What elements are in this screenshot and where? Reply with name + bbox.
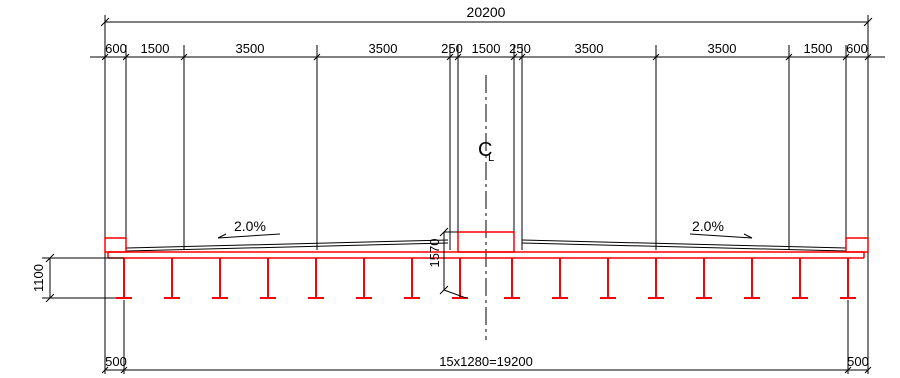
segment-label: 3500 [708, 41, 737, 56]
girder [116, 258, 132, 299]
girder [404, 258, 420, 299]
girder-height-label: 1100 [31, 264, 46, 292]
slope-right-label: 2.0% [692, 218, 724, 234]
girder [308, 258, 324, 299]
segment-label: 1500 [804, 41, 833, 56]
girders [116, 258, 856, 299]
girder [840, 258, 856, 299]
girder-height-dimension: 1100 [31, 253, 124, 303]
slope-right: 2.0% [689, 218, 753, 239]
segment-label: 250 [441, 41, 463, 56]
girder-spacing-dimension: 500 15x1280=19200 500 [101, 300, 872, 374]
deck-slab [107, 251, 865, 259]
centerline-subscript: L [488, 152, 494, 164]
segment-label: 1500 [141, 41, 170, 56]
segment-label: 250 [509, 41, 531, 56]
segment-label: 1500 [472, 41, 501, 56]
segment-label: 600 [105, 41, 127, 56]
deck-surface [125, 239, 847, 252]
girder [356, 258, 372, 299]
slope-left-label: 2.0% [234, 218, 266, 234]
right-barrier [845, 237, 869, 253]
segment-label: 3500 [575, 41, 604, 56]
girder [164, 258, 180, 299]
centerline-symbol: C [478, 139, 492, 161]
girder [452, 258, 468, 299]
overall-width-label: 20200 [467, 4, 506, 20]
bottom-right-label: 500 [847, 354, 869, 369]
girder [552, 258, 568, 299]
slope-left: 2.0% [217, 218, 281, 239]
left-barrier [104, 237, 127, 253]
girder [212, 258, 228, 299]
girder [600, 258, 616, 299]
girder [260, 258, 276, 299]
segment-label: 3500 [369, 41, 398, 56]
girder [696, 258, 712, 299]
lane-width-dimensions: 600 1500 3500 3500 250 1500 250 3500 350… [90, 41, 885, 300]
median-height-dimension: 1570 [427, 227, 467, 299]
girder [648, 258, 664, 299]
girder [744, 258, 760, 299]
girder [792, 258, 808, 299]
girder [504, 258, 520, 299]
bottom-left-label: 500 [105, 354, 127, 369]
median-height-label: 1570 [427, 239, 442, 268]
segment-label: 600 [846, 41, 868, 56]
segment-label: 3500 [236, 41, 265, 56]
centerline: C L [478, 75, 494, 340]
bottom-middle-label: 15x1280=19200 [439, 354, 533, 369]
